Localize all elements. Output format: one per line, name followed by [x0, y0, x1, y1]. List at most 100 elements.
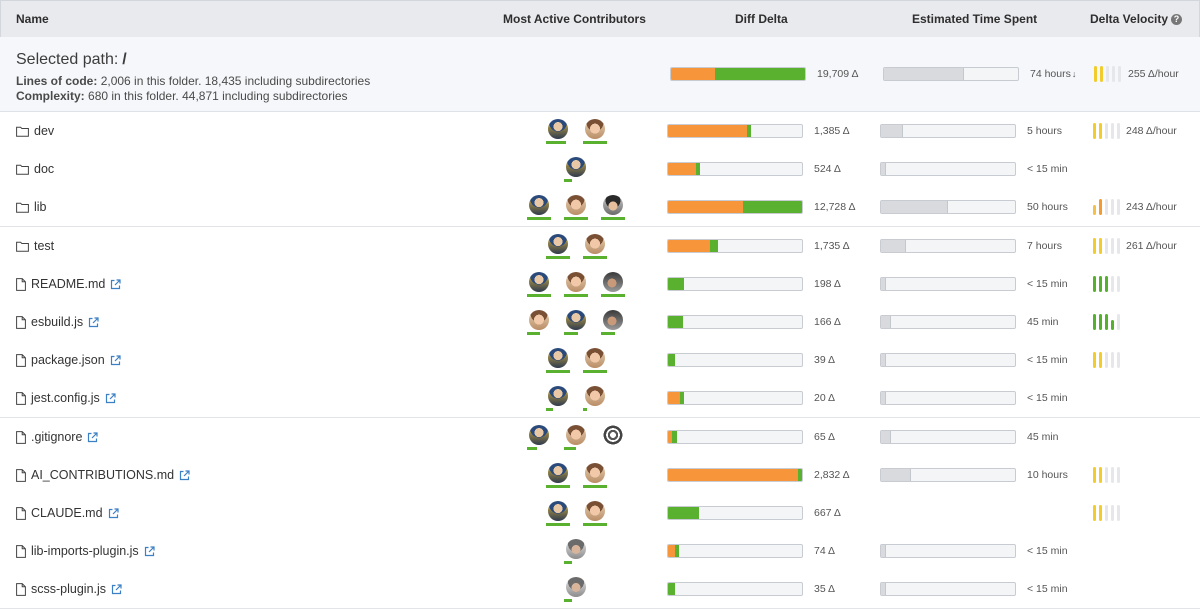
row-name-cell[interactable]: test — [16, 227, 54, 265]
contributor-avatar[interactable] — [563, 539, 589, 565]
row-name-cell[interactable]: .gitignore — [16, 418, 99, 456]
row-name[interactable]: jest.config.js — [31, 391, 100, 405]
table-row[interactable]: package.json 39 Δ < 15 min — [0, 341, 1200, 380]
row-name[interactable]: package.json — [31, 353, 105, 367]
row-name[interactable]: lib-imports-plugin.js — [31, 544, 139, 558]
velocity-bar — [1100, 66, 1103, 82]
external-link-icon[interactable] — [110, 354, 121, 366]
column-header-diff-delta[interactable]: Diff Delta — [735, 12, 788, 26]
external-link-icon[interactable] — [144, 545, 155, 557]
row-name[interactable]: CLAUDE.md — [31, 506, 103, 520]
row-name-cell[interactable]: package.json — [16, 341, 121, 379]
table-row[interactable]: AI_CONTRIBUTIONS.md 2,832 Δ 10 hours — [0, 456, 1200, 495]
selected-path-label: Selected path: — [16, 51, 119, 68]
table-row[interactable]: lib 12,728 Δ 50 hours 243 Δ/hour — [0, 188, 1200, 227]
external-link-icon[interactable] — [110, 278, 121, 290]
velocity-indicator — [1093, 314, 1125, 330]
contributor-avatar[interactable] — [563, 157, 589, 183]
diff-modified-segment — [743, 201, 802, 213]
external-link-icon[interactable] — [111, 583, 122, 595]
contributor-avatar[interactable] — [545, 463, 571, 489]
contributor-avatar[interactable] — [526, 310, 552, 336]
row-name-cell[interactable]: scss-plugin.js — [16, 570, 122, 608]
external-link-icon[interactable] — [105, 392, 116, 404]
table-row[interactable]: doc 524 Δ < 15 min — [0, 150, 1200, 189]
column-header-name[interactable]: Name — [16, 12, 49, 26]
contributor-avatar[interactable] — [563, 425, 589, 451]
velocity-bar — [1093, 314, 1096, 330]
contributor-avatar[interactable] — [582, 119, 608, 145]
table-row[interactable]: dev 1,385 Δ 5 hours 248 Δ/hour — [0, 112, 1200, 151]
contributor-avatar[interactable] — [545, 234, 571, 260]
row-name-cell[interactable]: AI_CONTRIBUTIONS.md — [16, 456, 190, 494]
contributor-avatar[interactable] — [545, 348, 571, 374]
file-icon — [16, 468, 26, 482]
time-spent-value: 45 min — [1027, 316, 1059, 328]
row-name-cell[interactable]: README.md — [16, 265, 121, 303]
contributor-avatar[interactable] — [582, 501, 608, 527]
row-name-cell[interactable]: lib-imports-plugin.js — [16, 532, 155, 570]
contributor-avatar[interactable] — [582, 386, 608, 412]
contributor-avatar[interactable] — [526, 425, 552, 451]
row-name[interactable]: doc — [34, 162, 55, 176]
row-name[interactable]: lib — [34, 200, 47, 214]
time-spent-value: < 15 min — [1027, 392, 1068, 404]
column-header-contributors[interactable]: Most Active Contributors — [503, 12, 646, 26]
row-name-cell[interactable]: jest.config.js — [16, 379, 116, 417]
contributor-avatar[interactable] — [600, 425, 626, 451]
velocity-bar — [1111, 352, 1114, 368]
row-name-cell[interactable]: esbuild.js — [16, 303, 99, 341]
contributor-avatar[interactable] — [545, 386, 571, 412]
contributor-avatar[interactable] — [526, 272, 552, 298]
column-header-velocity[interactable]: Delta Velocity? — [1090, 12, 1183, 26]
contribution-underline — [527, 217, 551, 220]
complexity-summary: Complexity: 680 in this folder. 44,871 i… — [16, 89, 348, 103]
row-name[interactable]: .gitignore — [31, 430, 83, 444]
contributor-avatar[interactable] — [582, 234, 608, 260]
table-row[interactable]: .gitignore 65 Δ 45 min — [0, 418, 1200, 457]
external-link-icon[interactable] — [108, 507, 119, 519]
contributor-avatar[interactable] — [545, 501, 571, 527]
velocity-bar — [1117, 467, 1120, 483]
contributor-avatar[interactable] — [600, 272, 626, 298]
contributor-avatar[interactable] — [563, 272, 589, 298]
row-name-cell[interactable]: doc — [16, 150, 54, 188]
external-link-icon[interactable] — [88, 316, 99, 328]
table-row[interactable]: lib-imports-plugin.js 74 Δ < 15 min — [0, 532, 1200, 571]
table-row[interactable]: test 1,735 Δ 7 hours 261 Δ/hour — [0, 227, 1200, 266]
contribution-underline — [564, 294, 588, 297]
row-name[interactable]: scss-plugin.js — [31, 582, 107, 596]
diff-delta-bar — [667, 353, 803, 367]
table-row[interactable]: esbuild.js 166 Δ 45 min — [0, 303, 1200, 342]
row-name[interactable]: README.md — [31, 277, 106, 291]
velocity-bar — [1118, 66, 1121, 82]
contributor-avatar[interactable] — [563, 310, 589, 336]
table-row[interactable]: jest.config.js 20 Δ < 15 min — [0, 379, 1200, 418]
contributor-avatar[interactable] — [563, 195, 589, 221]
help-circle-icon[interactable]: ? — [1171, 14, 1183, 25]
row-name[interactable]: test — [34, 239, 55, 253]
avatar-image — [548, 501, 568, 521]
contributor-avatar[interactable] — [563, 577, 589, 603]
contributor-avatar[interactable] — [526, 195, 552, 221]
row-name-cell[interactable]: CLAUDE.md — [16, 494, 119, 532]
table-row[interactable]: scss-plugin.js 35 Δ < 15 min — [0, 570, 1200, 609]
contribution-underline — [601, 332, 615, 335]
contributor-avatar[interactable] — [582, 463, 608, 489]
external-link-icon[interactable] — [87, 431, 99, 443]
row-name[interactable]: AI_CONTRIBUTIONS.md — [31, 468, 175, 482]
contributor-avatar[interactable] — [600, 195, 626, 221]
folder-icon — [16, 126, 29, 137]
external-link-icon[interactable] — [179, 469, 190, 481]
contributor-avatar[interactable] — [600, 310, 626, 336]
row-name-cell[interactable]: dev — [16, 112, 54, 150]
row-name[interactable]: dev — [34, 124, 55, 138]
table-row[interactable]: README.md 198 Δ < 15 min — [0, 265, 1200, 304]
contributor-avatar[interactable] — [545, 119, 571, 145]
contributor-avatar[interactable] — [582, 348, 608, 374]
column-header-time-spent[interactable]: Estimated Time Spent — [912, 12, 1038, 26]
row-name[interactable]: esbuild.js — [31, 315, 84, 329]
row-name-cell[interactable]: lib — [16, 188, 47, 226]
table-row[interactable]: CLAUDE.md 667 Δ — [0, 494, 1200, 533]
